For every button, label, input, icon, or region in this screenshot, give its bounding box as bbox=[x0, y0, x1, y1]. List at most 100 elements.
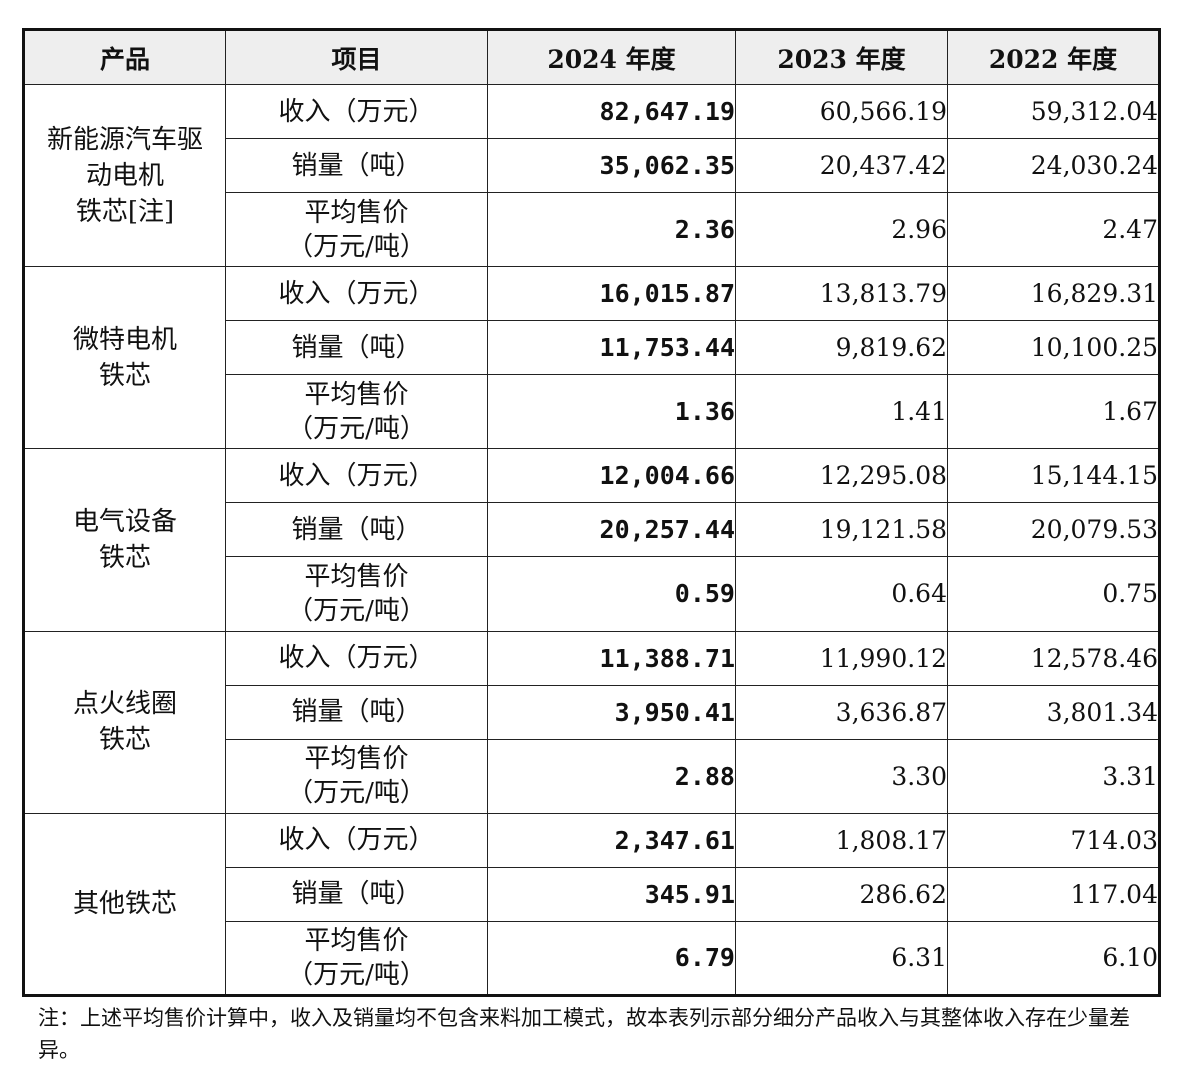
value-2024-cell: 1.36 bbox=[487, 374, 736, 450]
item-label-line: 平均售价 bbox=[304, 197, 409, 228]
header-2023: 2023 年度 bbox=[735, 29, 948, 85]
table-row: 点火线圈 铁芯 收入（万元） 11,388.71 11,990.12 12,578.46 bbox=[23, 630, 1160, 814]
product-name-cell: 新能源汽车驱 动电机铁芯[注] bbox=[23, 83, 226, 268]
item-label-cell: 平均售价 （万元/吨） bbox=[225, 920, 488, 997]
value-2024-cell: 82,647.19 bbox=[487, 83, 736, 140]
item-label-cell: 收入（万元） bbox=[225, 448, 488, 504]
table-row: 销量（吨） 11,753.44 9,819.62 10,100.25 bbox=[24, 320, 1160, 376]
product-name-cell: 点火线圈 铁芯 bbox=[23, 630, 226, 814]
product-name-line: 电气设备 bbox=[72, 506, 177, 537]
value-2022-cell: 1.67 bbox=[947, 374, 1160, 450]
value-2022-cell: 714.03 bbox=[947, 812, 1160, 868]
item-label-cell: 收入（万元） bbox=[225, 83, 488, 140]
value-2022-cell: 0.75 bbox=[947, 556, 1160, 632]
item-label-cell: 销量（吨） bbox=[225, 684, 488, 740]
item-label-line: 平均售价 bbox=[304, 925, 409, 956]
product-name-line: 铁芯 bbox=[98, 360, 151, 391]
value-2023-cell: 19,121.58 bbox=[735, 502, 948, 558]
value-2023-cell: 3.30 bbox=[735, 738, 948, 814]
value-2024-cell: 345.91 bbox=[487, 866, 736, 922]
value-2024-cell: 0.59 bbox=[487, 556, 736, 632]
product-name-line: 微特电机 bbox=[72, 324, 177, 355]
product-sales-table: 产品 项目 2024 年度 2023 年度 2022 年度 新能源汽车驱 动电机铁… bbox=[22, 28, 1161, 997]
value-2023-cell: 20,437.42 bbox=[735, 138, 948, 194]
header-2022: 2022 年度 bbox=[947, 29, 1160, 85]
value-2023-cell: 9,819.62 bbox=[735, 320, 948, 376]
header-product: 产品 bbox=[23, 29, 226, 85]
footnote: 注：上述平均售价计算中，收入及销量均不包含来料加工模式，故本表列示部分细分产品收… bbox=[38, 1006, 1130, 1062]
value-2022-cell: 10,100.25 bbox=[947, 320, 1160, 376]
item-label-cell: 销量（吨） bbox=[225, 138, 488, 194]
item-label-cell: 平均售价 （万元/吨） bbox=[225, 192, 488, 268]
table-row: 平均售价 （万元/吨） 2.36 2.96 2.47 bbox=[24, 192, 1160, 268]
value-2022-cell: 24,030.24 bbox=[947, 138, 1160, 194]
item-label-cell: 平均售价 （万元/吨） bbox=[225, 374, 488, 450]
value-2023-cell: 60,566.19 bbox=[735, 83, 948, 140]
table-row: 平均售价 （万元/吨） 6.79 6.31 6.10 bbox=[24, 920, 1160, 997]
table-row: 销量（吨） 345.91 286.62 117.04 bbox=[24, 866, 1160, 922]
value-2022-cell: 3,801.34 bbox=[947, 684, 1160, 740]
value-2022-cell: 3.31 bbox=[947, 738, 1160, 814]
value-2023-cell: 1.41 bbox=[735, 374, 948, 450]
value-2022-cell: 6.10 bbox=[947, 920, 1160, 997]
product-name-line: 点火线圈 bbox=[72, 689, 177, 720]
item-label-line: （万元/吨） bbox=[287, 959, 426, 990]
item-label-cell: 平均售价 （万元/吨） bbox=[225, 556, 488, 632]
table-row: 新能源汽车驱 动电机 铁芯[注] 收入（万元） 82,647.19 60,566.19 59… bbox=[23, 83, 1160, 268]
value-2023-cell: 12,295.08 bbox=[735, 448, 948, 504]
item-label-line: （万元/吨） bbox=[287, 595, 426, 626]
table-row: 微特电机 铁芯 收入（万元） 16,015.87 13,813.79 16,829.31 bbox=[23, 266, 1160, 450]
product-name-line: 新能源汽车驱 bbox=[46, 124, 203, 155]
item-label-line: （万元/吨） bbox=[287, 778, 426, 809]
item-label-cell: 销量（吨） bbox=[225, 502, 488, 558]
value-2023-cell: 2.96 bbox=[735, 192, 948, 268]
value-2022-cell: 59,312.04 bbox=[947, 83, 1160, 140]
item-label-cell: 收入（万元） bbox=[225, 812, 488, 868]
item-label-line: （万元/吨） bbox=[287, 413, 426, 444]
item-label-cell: 平均售价 （万元/吨） bbox=[225, 738, 488, 814]
value-2024-cell: 20,257.44 bbox=[487, 502, 736, 558]
table-row: 销量（吨） 3,950.41 3,636.87 3,801.34 bbox=[24, 684, 1160, 740]
table-body: 新能源汽车驱 动电机 铁芯[注] 收入（万元） 82,647.19 60,566.19 59… bbox=[23, 83, 1160, 997]
table-row: 平均售价 （万元/吨） 1.36 1.41 1.67 bbox=[24, 374, 1160, 450]
value-2022-cell: 117.04 bbox=[947, 866, 1160, 922]
value-2022-cell: 2.47 bbox=[947, 192, 1160, 268]
table-row: 平均售价 （万元/吨） 2.88 3.30 3.31 bbox=[24, 738, 1160, 814]
product-name-line: 铁芯 bbox=[98, 542, 151, 573]
value-2023-cell: 11,990.12 bbox=[735, 630, 948, 686]
value-2023-cell: 3,636.87 bbox=[735, 684, 948, 740]
value-2024-cell: 2,347.61 bbox=[487, 812, 736, 868]
value-2024-cell: 11,753.44 bbox=[487, 320, 736, 376]
item-label-line: 平均售价 bbox=[304, 561, 409, 592]
value-2024-cell: 2.36 bbox=[487, 192, 736, 268]
product-name-cell: 其他铁芯 bbox=[23, 812, 226, 997]
value-2023-cell: 0.64 bbox=[735, 556, 948, 632]
value-2023-cell: 286.62 bbox=[735, 866, 948, 922]
value-2024-cell: 35,062.35 bbox=[487, 138, 736, 194]
value-2022-cell: 16,829.31 bbox=[947, 266, 1160, 322]
item-label-cell: 收入（万元） bbox=[225, 266, 488, 322]
item-label-line: 平均售价 bbox=[304, 744, 409, 775]
product-name-cell: 微特电机 铁芯 bbox=[23, 266, 226, 450]
header-2024: 2024 年度 bbox=[487, 29, 736, 85]
table-row: 销量（吨） 20,257.44 19,121.58 20,079.53 bbox=[24, 502, 1160, 558]
value-2024-cell: 16,015.87 bbox=[487, 266, 736, 322]
value-2023-cell: 13,813.79 bbox=[735, 266, 948, 322]
product-name-line: 铁芯[注] bbox=[75, 196, 175, 227]
product-name-line: 铁芯 bbox=[98, 725, 151, 756]
product-name-line: 其他铁芯 bbox=[72, 888, 177, 919]
product-name-line: 动电机 bbox=[85, 160, 164, 191]
value-2023-cell: 1,808.17 bbox=[735, 812, 948, 868]
table-header: 产品 项目 2024 年度 2023 年度 2022 年度 bbox=[23, 29, 1160, 85]
value-2024-cell: 2.88 bbox=[487, 738, 736, 814]
value-2022-cell: 15,144.15 bbox=[947, 448, 1160, 504]
table-row: 其他铁芯 收入（万元） 2,347.61 1,808.17 714.03 bbox=[23, 812, 1160, 997]
header-item: 项目 bbox=[225, 29, 488, 85]
table-row: 平均售价 （万元/吨） 0.59 0.64 0.75 bbox=[24, 556, 1160, 632]
value-2023-cell: 6.31 bbox=[735, 920, 948, 997]
item-label-cell: 收入（万元） bbox=[225, 630, 488, 686]
item-label-line: 平均售价 bbox=[304, 379, 409, 410]
item-label-line: （万元/吨） bbox=[287, 231, 426, 262]
item-label-cell: 销量（吨） bbox=[225, 866, 488, 922]
value-2024-cell: 3,950.41 bbox=[487, 684, 736, 740]
